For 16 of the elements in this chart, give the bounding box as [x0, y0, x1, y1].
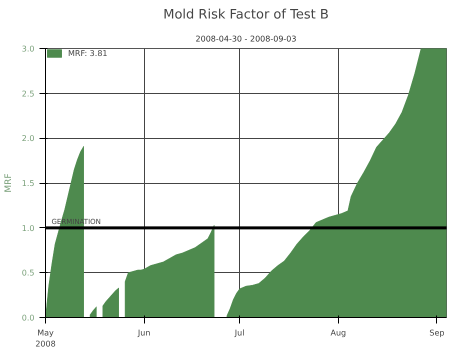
- x-tick-label: Jul: [234, 328, 244, 338]
- chart-title: Mold Risk Factor of Test B: [163, 8, 329, 22]
- x-tick-label: Sep: [429, 328, 444, 338]
- y-tick-label: 2.5: [22, 89, 35, 98]
- chart-subtitle: 2008-04-30 - 2008-09-03: [196, 34, 296, 44]
- x-tick-label: May 2008: [35, 328, 56, 348]
- y-tick-label: 2.0: [22, 134, 35, 144]
- y-tick-label: 3.0: [22, 44, 35, 54]
- y-tick-label: 1.5: [22, 179, 35, 188]
- y-tick-label: 0.5: [22, 268, 35, 278]
- y-tick-label: 1.0: [22, 224, 35, 233]
- x-tick-label: Jun: [136, 328, 150, 338]
- y-axis-title: MRF: [4, 173, 14, 193]
- legend-label: MRF: 3.81: [68, 48, 108, 58]
- x-tick-label: Aug: [330, 328, 346, 338]
- y-tick-label: 0.0: [22, 314, 35, 322]
